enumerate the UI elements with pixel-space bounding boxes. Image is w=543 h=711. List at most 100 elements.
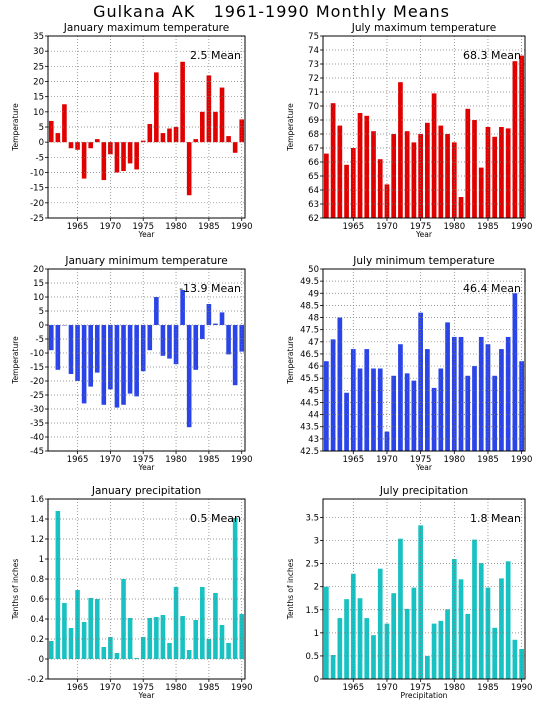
bar-1988 [226, 325, 231, 355]
x-tick-label: 1980 [165, 683, 187, 693]
bar-1971 [114, 142, 120, 173]
bar-1982 [186, 142, 192, 196]
y-tick-label: 45 [308, 386, 319, 396]
bar-1990 [239, 614, 245, 659]
bar-1967 [88, 142, 93, 149]
y-tick-label: 75 [308, 32, 319, 42]
y-tick-label: 0.2 [30, 635, 44, 645]
y-tick-label: -10 [30, 349, 44, 359]
y-tick-label: 1 [314, 629, 319, 639]
y-tick-label: 2.5 [305, 560, 319, 570]
bar-1974 [134, 325, 139, 397]
x-tick-label: 1985 [477, 683, 499, 693]
y-tick-label: 0 [39, 138, 44, 148]
bar-1980 [451, 336, 457, 451]
x-tick-label: 1985 [198, 222, 220, 232]
x-tick-label: 1970 [100, 455, 122, 465]
bar-1965 [75, 142, 80, 150]
bar-1979 [445, 134, 450, 218]
bar-1981 [458, 197, 464, 218]
y-tick-label: -40 [30, 433, 44, 443]
bar-1972 [121, 142, 126, 171]
bar-1989 [512, 293, 518, 451]
x-tick-label: 1985 [198, 455, 220, 465]
bar-1989 [232, 325, 238, 386]
bar-1973 [404, 608, 410, 679]
bar-1966 [81, 622, 87, 659]
y-tick-label: 2 [314, 583, 319, 593]
bar-1976 [425, 349, 430, 451]
bar-1968 [94, 139, 100, 143]
x-tick-label: 1975 [410, 222, 432, 232]
bar-1971 [391, 375, 397, 451]
y-tick-label: 67 [308, 144, 319, 154]
x-tick-label: 1965 [67, 683, 89, 693]
y-tick-label: -10 [30, 169, 44, 179]
y-tick-label: 15 [33, 279, 44, 289]
bar-1975 [418, 312, 423, 451]
y-tick-label: 65 [308, 172, 319, 182]
y-tick-label: 1.2 [30, 535, 44, 545]
bar-1962 [55, 511, 61, 659]
y-tick-label: -15 [30, 184, 44, 194]
y-tick-label: 72 [308, 74, 319, 84]
y-tick-label: 42.5 [300, 447, 319, 457]
bar-1968 [94, 599, 100, 659]
y-tick-label: 48.5 [300, 301, 319, 311]
y-tick-label: 0.8 [30, 575, 44, 585]
bar-1969 [377, 159, 383, 218]
y-tick-label: -25 [30, 214, 44, 224]
bar-1962 [55, 133, 61, 143]
bar-1967 [364, 618, 370, 679]
y-tick-label: 47 [308, 338, 319, 348]
bar-1967 [88, 598, 93, 659]
y-tick-label: 3 [314, 537, 319, 547]
bar-1963 [337, 125, 343, 218]
bar-1975 [140, 637, 146, 659]
x-tick-label: 1975 [132, 683, 154, 693]
bar-1987 [219, 625, 225, 659]
y-tick-label: 71 [308, 88, 319, 98]
bar-1989 [512, 639, 518, 679]
bar-1984 [478, 336, 484, 451]
bar-1986 [213, 593, 218, 659]
bar-1983 [472, 539, 477, 679]
bar-1975 [418, 134, 423, 218]
bar-1976 [147, 325, 153, 351]
x-tick-label: 1970 [376, 222, 398, 232]
bar-1967 [88, 325, 93, 387]
y-tick-label: 69 [308, 116, 319, 126]
plot-frame [47, 268, 246, 452]
bar-1962 [330, 103, 336, 218]
x-tick-label: 1980 [443, 683, 465, 693]
y-tick-label: 63 [308, 200, 319, 210]
bar-1983 [193, 325, 199, 370]
y-tick-label: 0.5 [305, 652, 319, 662]
bar-1968 [371, 131, 376, 218]
bar-1968 [94, 325, 100, 373]
x-axis-label: Year [415, 230, 433, 239]
bar-1972 [398, 344, 403, 451]
plot-frame [322, 268, 526, 452]
plot-frame [322, 35, 526, 219]
bar-1966 [81, 142, 87, 179]
bar-1969 [377, 568, 383, 679]
bar-1971 [391, 593, 397, 679]
bar-1976 [425, 655, 430, 679]
bar-1968 [371, 368, 376, 451]
y-tick-label: 5 [39, 307, 44, 317]
bar-1967 [364, 349, 370, 451]
y-axis-label: Temperature [286, 336, 295, 385]
bar-1970 [108, 142, 113, 155]
y-tick-label: 44.5 [300, 398, 319, 408]
bar-1962 [55, 325, 61, 370]
y-tick-label: 35 [33, 32, 44, 42]
bar-1983 [193, 139, 199, 143]
bar-1985 [485, 127, 491, 218]
bar-1980 [173, 127, 179, 143]
bar-1981 [180, 616, 185, 659]
bar-1982 [186, 325, 192, 428]
bar-1973 [404, 131, 410, 218]
bar-1986 [492, 627, 498, 679]
y-tick-label: 50 [308, 265, 319, 275]
